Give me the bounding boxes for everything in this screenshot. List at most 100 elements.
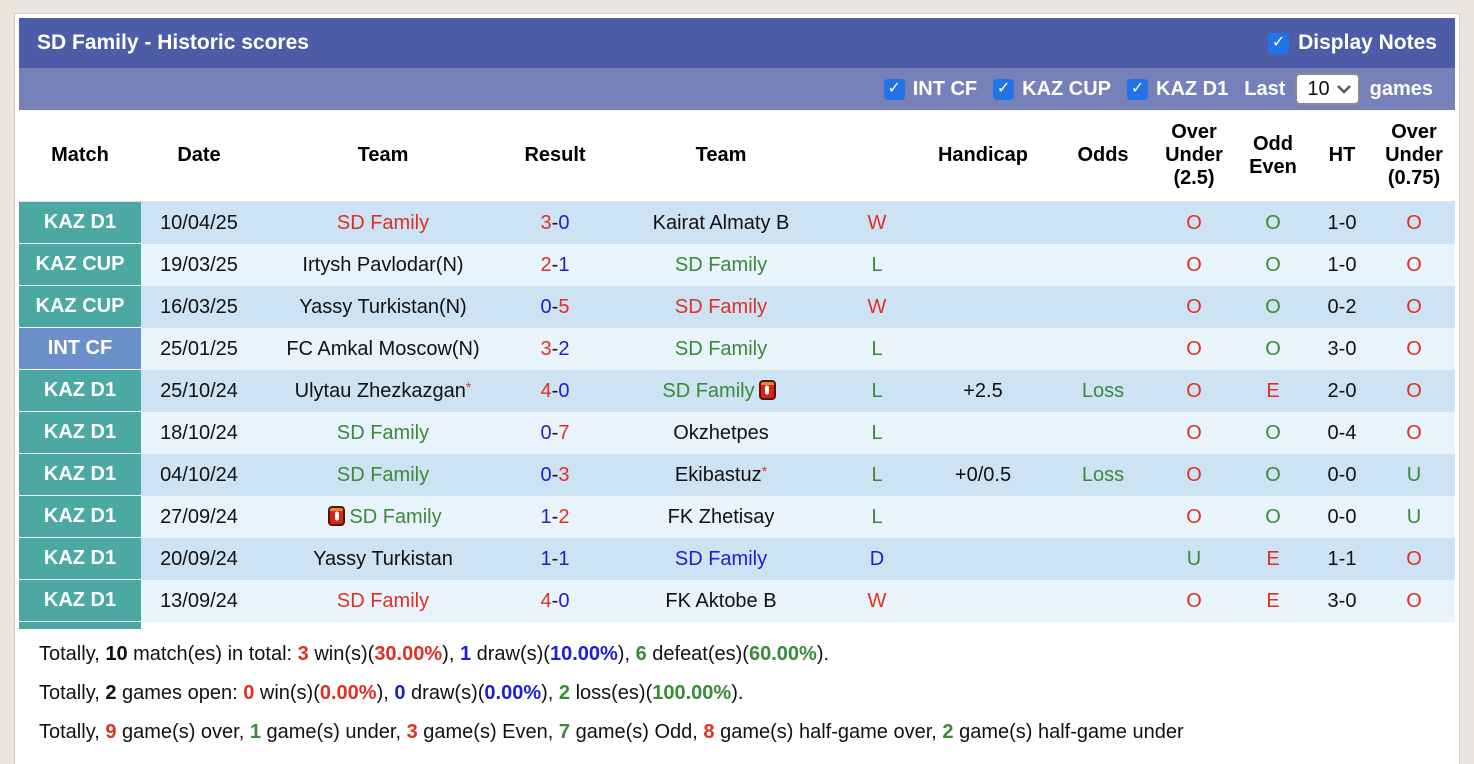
- ht-score: 2-0: [1327, 379, 1357, 402]
- outcome-letter: L: [871, 253, 883, 276]
- away-team: FK Aktobe B: [665, 589, 777, 612]
- summary-segment: match(es) in total:: [127, 643, 298, 665]
- table-row: KAZ CUP 19/03/25 Irtysh Pavlodar(N) 2-1 SD F…: [19, 244, 1455, 286]
- home-team: SD Family: [257, 505, 509, 529]
- filter-label-kaz-d1: KAZ D1: [1156, 77, 1229, 100]
- summary-segment: 7: [558, 721, 571, 743]
- summary-segment: 3: [297, 643, 309, 665]
- odds-result: Loss: [1081, 463, 1125, 486]
- odd-even: O: [1265, 463, 1281, 486]
- over-under-2-5: U: [1186, 547, 1202, 570]
- result-score: 0-3: [540, 463, 570, 486]
- outcome-letter: W: [867, 295, 887, 318]
- summary-segment: 60.00%: [748, 643, 817, 665]
- summary-segment: draw(s)(: [471, 643, 550, 665]
- ht-score: 0-4: [1327, 421, 1357, 444]
- column-header-handicap: Handicap: [937, 144, 1029, 166]
- home-team: SD Family: [336, 463, 430, 486]
- summary-segment: 2: [942, 721, 954, 743]
- summary-segment: win(s)(: [308, 643, 375, 665]
- handicap-value: +2.5: [963, 379, 1003, 402]
- summary-segment: game(s) Odd,: [570, 721, 704, 743]
- result-score: 1-1: [540, 547, 570, 570]
- star-marker: *: [761, 463, 768, 479]
- away-team: SD Family: [601, 379, 841, 403]
- over-under-0-75: O: [1406, 211, 1422, 234]
- result-score: 0-7: [540, 421, 570, 444]
- filter-item-kaz-cup[interactable]: ✓ KAZ CUP: [993, 78, 1111, 101]
- ht-score: 0-0: [1327, 463, 1357, 486]
- over-under-2-5: O: [1186, 337, 1202, 360]
- display-notes-checkbox[interactable]: ✓: [1268, 32, 1290, 54]
- filter-item-int-cf[interactable]: ✓ INT CF: [883, 78, 977, 101]
- over-under-0-75: O: [1406, 547, 1422, 570]
- over-under-0-75: O: [1406, 253, 1422, 276]
- summary-segment: 1: [459, 643, 472, 665]
- result-score: 4-0: [540, 379, 570, 402]
- away-team: FK Zhetisay: [667, 505, 775, 528]
- column-header-odds: Odds: [1077, 144, 1129, 166]
- games-count-value: 10: [1307, 77, 1330, 100]
- over-under-0-75: O: [1406, 421, 1422, 444]
- column-header-over-under-2-5: Over Under (2.5): [1165, 121, 1223, 189]
- summary-segment: Totally,: [39, 721, 106, 743]
- filter-checkbox-kaz-d1[interactable]: ✓: [1127, 78, 1149, 100]
- summary-segment: 10: [105, 643, 128, 665]
- home-team: SD Family: [336, 589, 430, 612]
- summary-segment: 100.00%: [652, 682, 732, 704]
- red-card-icon: [328, 505, 346, 526]
- display-notes-label: Display Notes: [1298, 31, 1437, 54]
- table-row: KAZ D1 10/04/25 SD Family 3-0 Kairat Almaty …: [19, 202, 1455, 244]
- over-under-0-75: O: [1406, 295, 1422, 318]
- games-count-select[interactable]: 10: [1295, 73, 1360, 105]
- outcome-letter: L: [871, 421, 883, 444]
- outcome-letter: L: [871, 463, 883, 486]
- table-header-row: Match Date Team Result Team Handicap Odds Over …: [19, 110, 1455, 202]
- match-date: 04/10/24: [160, 463, 238, 486]
- games-label: games: [1369, 77, 1433, 100]
- ht-score: 0-2: [1327, 295, 1357, 318]
- ht-score: 3-0: [1327, 337, 1357, 360]
- display-notes-toggle[interactable]: ✓ Display Notes: [1268, 31, 1437, 55]
- over-under-2-5: O: [1186, 589, 1202, 612]
- match-date: 10/04/25: [160, 211, 238, 234]
- over-under-2-5: O: [1186, 505, 1202, 528]
- summary-segment: Totally,: [39, 643, 106, 665]
- summary-line-1: Totally, 10 match(es) in total: 3 win(s)…: [39, 635, 1435, 674]
- odd-even: E: [1266, 379, 1280, 402]
- table-row: KAZ D1 13/09/24 SD Family 4-0 FK Aktobe B W O E…: [19, 580, 1455, 622]
- over-under-0-75: O: [1406, 337, 1422, 360]
- table-row: KAZ CUP 16/03/25 Yassy Turkistan(N) 0-5 SD F…: [19, 286, 1455, 328]
- away-team: SD Family: [674, 547, 768, 570]
- odd-even: E: [1266, 547, 1280, 570]
- match-date: 16/03/25: [160, 295, 238, 318]
- column-header-odd-even: Odd Even: [1249, 132, 1297, 178]
- summary-segment: ),: [617, 643, 636, 665]
- over-under-0-75: O: [1406, 589, 1422, 612]
- summary-segment: games open:: [116, 682, 244, 704]
- match-date: 13/09/24: [160, 589, 238, 612]
- chevron-down-icon: [1336, 84, 1351, 94]
- league-badge: KAZ D1: [19, 580, 141, 622]
- filter-item-kaz-d1[interactable]: ✓ KAZ D1: [1127, 78, 1228, 101]
- historic-scores-panel: SD Family - Historic scores ✓ Display No…: [15, 14, 1459, 764]
- filter-checkbox-int-cf[interactable]: ✓: [883, 78, 905, 100]
- table-row: KAZ D1 20/09/24 Yassy Turkistan 1-1 SD Famil…: [19, 538, 1455, 580]
- match-date: 20/09/24: [160, 547, 238, 570]
- summary-segment: game(s) Even,: [417, 721, 559, 743]
- home-team: Ulytau Zhezkazgan*: [294, 379, 472, 402]
- result-score: 3-2: [540, 337, 570, 360]
- league-badge: KAZ D1: [19, 412, 141, 454]
- home-team: FC Amkal Moscow(N): [286, 337, 480, 360]
- over-under-0-75: U: [1406, 505, 1422, 528]
- table-row: KAZ D1 18/10/24 SD Family 0-7 Okzhetpes L O O 0-…: [19, 412, 1455, 454]
- filter-checkbox-kaz-cup[interactable]: ✓: [993, 78, 1015, 100]
- odd-even: O: [1265, 337, 1281, 360]
- ht-score: 1-0: [1327, 211, 1357, 234]
- summary-segment: 0: [243, 682, 255, 704]
- match-date: 25/10/24: [160, 379, 238, 402]
- odd-even: O: [1265, 211, 1281, 234]
- ht-score: 1-1: [1327, 547, 1357, 570]
- summary-segment: 2: [105, 682, 117, 704]
- match-date: 25/01/25: [160, 337, 238, 360]
